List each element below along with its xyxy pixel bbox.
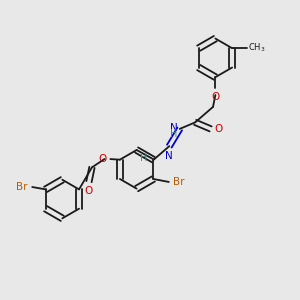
- Text: Br: Br: [16, 182, 28, 192]
- Text: Br: Br: [173, 177, 185, 187]
- Text: O: O: [214, 124, 223, 134]
- Text: CH$_3$: CH$_3$: [248, 42, 266, 55]
- Text: N: N: [169, 123, 177, 133]
- Text: O: O: [84, 186, 92, 196]
- Text: H: H: [140, 153, 147, 163]
- Text: H: H: [170, 129, 177, 139]
- Text: O: O: [211, 92, 220, 102]
- Text: N: N: [165, 152, 173, 161]
- Text: O: O: [99, 154, 107, 164]
